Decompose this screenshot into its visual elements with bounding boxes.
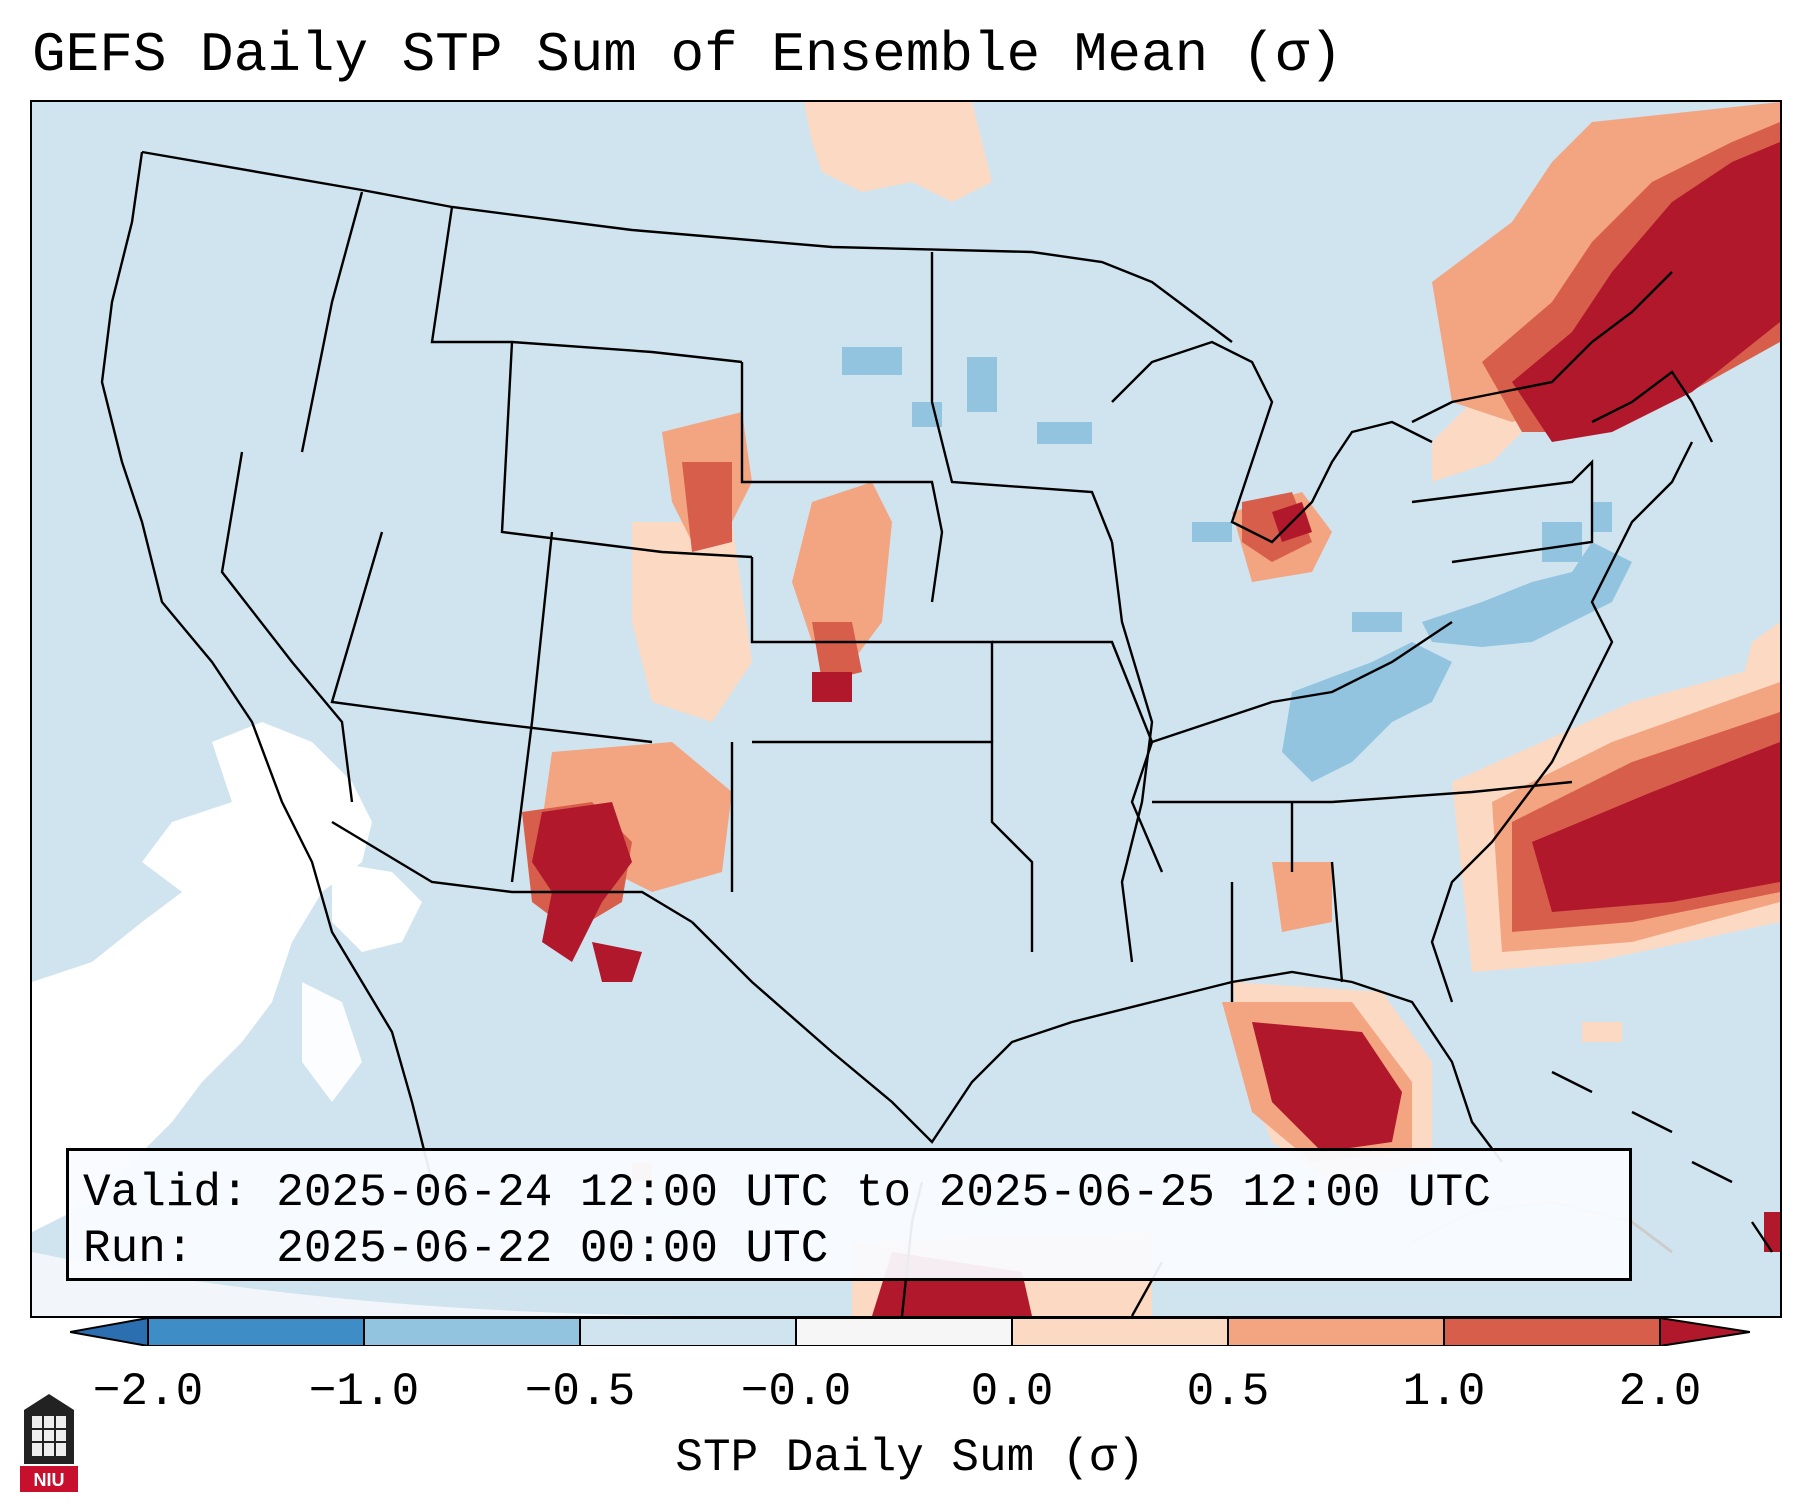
gulf-coast (1151, 970, 1503, 1163)
near-zero-patch-mexico (332, 862, 422, 952)
near-zero-patch-pacific (32, 722, 372, 1232)
nebraska-kansas-line (750, 557, 994, 742)
colorbar-bin-3 (580, 1318, 796, 1346)
logo-text: NIU (34, 1470, 65, 1490)
florida-east (1430, 681, 1594, 1003)
niu-logo-icon: NIU (20, 1394, 78, 1492)
great-lakes (1111, 340, 1433, 544)
tick-label: 0.0 (970, 1366, 1054, 1418)
colorbar-ticks (147, 1318, 1661, 1346)
tick-label: 1.0 (1402, 1366, 1486, 1418)
colorbar (70, 1318, 1750, 1346)
montana-wyoming-line (430, 206, 743, 364)
colorbar-bin-4 (796, 1318, 1012, 1346)
texas-coast (691, 921, 1153, 1144)
idaho-oregon-line (300, 191, 364, 453)
dakotas-line (740, 362, 944, 603)
tick-label: −2.0 (92, 1366, 204, 1418)
map-panel (30, 100, 1782, 1318)
colorbar-bin-1 (148, 1318, 364, 1346)
tick-label: 2.0 (1618, 1366, 1702, 1418)
minnesota-iowa (930, 252, 1114, 543)
boundaries (100, 150, 1773, 1316)
tick-label: −0.5 (524, 1366, 636, 1418)
stp-anomaly-map (32, 102, 1780, 1316)
canada-us-border (141, 150, 1233, 343)
near-zero-patch-baja (302, 982, 362, 1102)
new-england (1591, 370, 1714, 443)
tick-label: −0.0 (740, 1366, 852, 1418)
colorbar-bin-7 (1444, 1318, 1660, 1346)
tick-label: 0.5 (1186, 1366, 1270, 1418)
oklahoma-texas (752, 740, 1034, 952)
near-zero-patch-bottom (32, 1252, 732, 1316)
valid-label: Valid: (83, 1167, 249, 1219)
run-label: Run: (83, 1223, 194, 1275)
max-positive-patches (532, 142, 1780, 1316)
utah-arizona-line (330, 531, 653, 744)
arizona-mexico-line (331, 820, 693, 924)
colorbar-over-extend (1660, 1318, 1750, 1346)
mississippi-river (1110, 541, 1154, 963)
caribbean-islands (1551, 1070, 1773, 1253)
valid-time: 2025-06-24 12:00 UTC to 2025-06-25 12:00… (276, 1167, 1491, 1219)
colorbar-label: STP Daily Sum (σ) (675, 1432, 1145, 1484)
field-patches (32, 102, 1780, 1316)
ohio-river (1151, 621, 1453, 744)
colorado-newmexico-line (510, 531, 554, 883)
negative-patches (842, 347, 1632, 782)
colorbar-under-extend (70, 1318, 148, 1346)
colorbar-bin-2 (364, 1318, 580, 1346)
alabama-georgia (1230, 802, 1344, 1002)
pennsylvania-ny (1411, 459, 1594, 564)
tennessee-line (1152, 780, 1573, 804)
tick-label: −1.0 (308, 1366, 420, 1418)
pacific-coast (100, 151, 434, 1183)
wyoming-colorado-line (500, 341, 753, 559)
east-canada-border (1411, 271, 1673, 424)
atlantic-coast (1590, 441, 1694, 683)
missouri-arkansas (992, 640, 1164, 873)
validity-info-box: Valid: 2025-06-24 12:00 UTC to 2025-06-2… (66, 1148, 1632, 1281)
run-time: 2025-06-22 00:00 UTC (276, 1223, 829, 1275)
colorbar-bin-5 (1012, 1318, 1228, 1346)
map-title: GEFS Daily STP Sum of Ensemble Mean (σ) (32, 23, 1343, 87)
west-border-nevada (220, 451, 354, 803)
colorbar-bin-6 (1228, 1318, 1444, 1346)
